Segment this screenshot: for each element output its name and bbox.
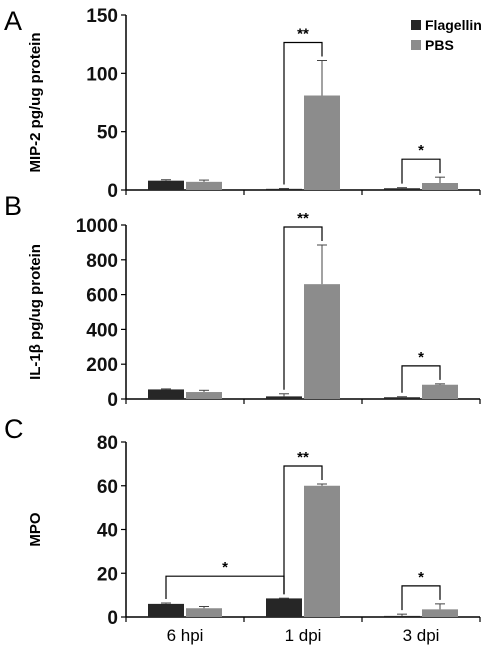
significance-marker: * xyxy=(418,349,424,366)
bar-b-pbs-1 xyxy=(304,284,340,399)
bar-c-flagellin-1 xyxy=(266,598,302,617)
bar-a-flagellin-0 xyxy=(148,180,184,190)
bar-c-pbs-1 xyxy=(304,485,340,617)
legend-label-pbs: PBS xyxy=(425,37,454,53)
x-tick-label: 6 hpi xyxy=(167,626,204,645)
y-axis-label-b: IL-1β pg/ug protein xyxy=(27,244,44,380)
bar-b-pbs-0 xyxy=(186,392,222,399)
bar-c-pbs-2 xyxy=(422,609,458,617)
y-tick-label: 100 xyxy=(86,64,118,85)
significance-marker: ** xyxy=(297,210,309,227)
significance-bracket xyxy=(401,158,441,184)
panel-letter-c: C xyxy=(4,414,24,444)
bar-a-pbs-0 xyxy=(186,181,222,190)
bar-a-flagellin-1 xyxy=(266,188,302,190)
bar-c-flagellin-2 xyxy=(384,615,420,617)
y-axis-label-c: MPO xyxy=(27,512,44,547)
bar-b-flagellin-2 xyxy=(384,397,420,399)
y-tick-label: 400 xyxy=(86,320,118,341)
significance-bracket xyxy=(283,226,323,390)
significance-marker: * xyxy=(222,559,228,576)
legend: Flagellin PBS xyxy=(411,17,482,53)
bar-c-pbs-0 xyxy=(186,608,222,617)
significance-bracket xyxy=(401,365,441,393)
y-tick-label: 60 xyxy=(97,477,118,498)
bar-b-pbs-2 xyxy=(422,384,458,399)
panel-letter-b: B xyxy=(4,191,22,221)
bar-b-flagellin-0 xyxy=(148,389,184,399)
y-tick-label: 0 xyxy=(107,390,118,411)
y-tick-label: 0 xyxy=(107,181,118,202)
legend-swatch-flagellin xyxy=(411,20,421,30)
y-axis-label-a: MIP-2 pg/ug protein xyxy=(27,33,44,173)
bar-c-flagellin-0 xyxy=(148,603,184,617)
legend-label-flagellin: Flagellin xyxy=(425,17,482,33)
y-tick-label: 0 xyxy=(107,608,118,629)
y-tick-label: 150 xyxy=(86,6,118,27)
y-tick-label: 800 xyxy=(86,251,118,272)
significance-marker: * xyxy=(418,569,424,586)
bar-a-pbs-1 xyxy=(304,95,340,190)
y-tick-label: 200 xyxy=(86,355,118,376)
y-tick-label: 80 xyxy=(97,433,118,454)
y-tick-label: 40 xyxy=(97,521,118,542)
x-tick-label: 1 dpi xyxy=(285,626,322,645)
y-tick-label: 50 xyxy=(97,123,118,144)
significance-bracket xyxy=(401,585,441,611)
significance-marker: ** xyxy=(297,26,309,43)
x-tick-label: 3 dpi xyxy=(403,626,440,645)
bar-a-flagellin-2 xyxy=(384,188,420,190)
legend-swatch-pbs xyxy=(411,40,421,50)
y-tick-label: 1000 xyxy=(76,216,118,237)
panel-letter-a: A xyxy=(4,6,22,36)
bar-a-pbs-2 xyxy=(422,183,458,190)
significance-bracket xyxy=(283,41,323,185)
significance-bracket xyxy=(283,465,323,595)
significance-marker: * xyxy=(418,142,424,159)
bar-b-flagellin-1 xyxy=(266,396,302,399)
significance-marker: ** xyxy=(297,449,309,466)
y-tick-label: 600 xyxy=(86,286,118,307)
significance-bracket xyxy=(165,575,285,599)
y-tick-label: 20 xyxy=(97,564,118,585)
